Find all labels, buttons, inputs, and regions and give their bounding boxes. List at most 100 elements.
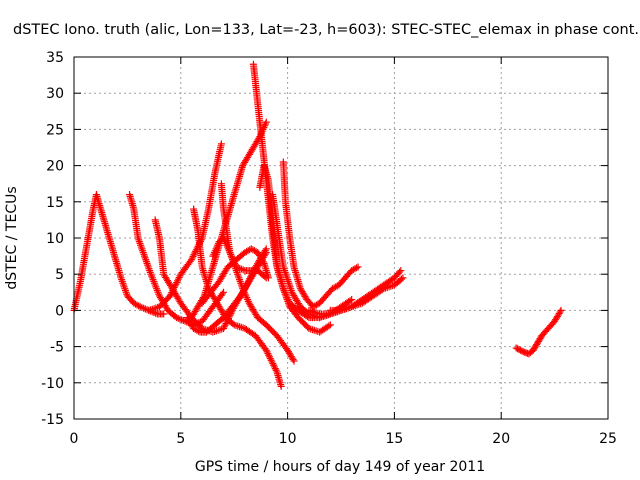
data-point — [168, 289, 176, 297]
chart-title: dSTEC Iono. truth (alic, Lon=133, Lat=-2… — [13, 22, 639, 38]
data-point — [397, 267, 405, 275]
series-13 — [279, 158, 362, 311]
series-4 — [187, 118, 270, 322]
data-point — [218, 290, 226, 298]
data-point — [170, 284, 178, 292]
data-point — [286, 283, 294, 291]
data-point — [194, 327, 202, 335]
y-tick-label: 20 — [46, 159, 64, 175]
x-tick-label: 5 — [176, 431, 185, 447]
data-point — [557, 306, 565, 314]
data-point — [268, 358, 276, 366]
data-point — [282, 270, 290, 278]
data-point — [281, 268, 289, 276]
data-point — [266, 353, 274, 361]
data-point — [217, 140, 225, 148]
series-3 — [145, 140, 225, 314]
data-point — [220, 288, 228, 296]
data-point — [136, 303, 144, 311]
series-8 — [217, 180, 270, 282]
data-point — [188, 254, 196, 262]
data-point — [175, 274, 183, 282]
data-point — [283, 274, 291, 282]
data-point — [326, 321, 334, 329]
y-tick-label: -15 — [41, 412, 64, 428]
series-0 — [70, 191, 168, 318]
x-tick-label: 15 — [385, 431, 403, 447]
y-tick-label: -10 — [41, 376, 64, 392]
y-tick-label: 30 — [46, 86, 64, 102]
data-point — [187, 256, 195, 264]
data-point — [270, 363, 278, 371]
data-point — [267, 356, 275, 364]
data-point — [264, 274, 272, 282]
data-point — [310, 326, 318, 334]
x-tick-label: 0 — [70, 431, 79, 447]
data-point — [169, 285, 177, 293]
data-point — [262, 248, 270, 256]
data-point — [284, 277, 292, 285]
data-point — [174, 277, 182, 285]
data-points — [70, 60, 565, 390]
data-point — [173, 279, 181, 287]
data-point — [280, 265, 288, 273]
data-point — [169, 287, 177, 295]
x-tick-label: 25 — [599, 431, 617, 447]
data-point — [348, 296, 356, 304]
data-point — [378, 286, 386, 294]
data-point — [290, 357, 298, 365]
data-point — [269, 360, 277, 368]
data-point — [135, 302, 143, 310]
data-point — [270, 361, 278, 369]
data-point — [266, 355, 274, 363]
data-point — [138, 304, 146, 312]
data-point — [399, 274, 407, 282]
series-12 — [269, 191, 356, 322]
data-point — [173, 314, 181, 322]
data-point — [259, 258, 267, 266]
data-point — [171, 282, 179, 290]
tick-labels: 0 5 10 15 20 25 -15 -10 -5 0 5 10 15 20 25 30 35 — [41, 50, 617, 447]
y-axis-label: dSTEC / TECUs — [4, 186, 20, 289]
data-point — [166, 292, 174, 300]
data-point — [178, 316, 186, 324]
data-point — [232, 263, 240, 271]
data-point — [277, 382, 285, 390]
data-point — [556, 308, 564, 316]
data-point — [312, 301, 320, 309]
data-point — [239, 266, 247, 274]
data-point — [332, 283, 340, 291]
x-tick-label: 10 — [279, 431, 297, 447]
x-tick-label: 20 — [492, 431, 510, 447]
data-point — [264, 350, 272, 358]
y-tick-label: 35 — [46, 50, 64, 66]
data-point — [284, 276, 292, 284]
data-point — [272, 366, 280, 374]
data-point — [262, 346, 270, 354]
data-point — [352, 264, 360, 272]
data-point — [281, 267, 289, 275]
data-point — [262, 118, 270, 126]
data-point — [160, 310, 168, 318]
series-9 — [198, 245, 272, 307]
data-point — [250, 247, 258, 255]
data-point — [285, 279, 293, 287]
data-point — [220, 323, 228, 331]
data-point — [220, 325, 228, 332]
data-point — [236, 264, 244, 272]
data-point — [263, 348, 271, 356]
data-point — [141, 305, 149, 313]
data-point — [285, 281, 293, 289]
data-point — [167, 290, 175, 298]
data-point — [271, 365, 279, 373]
series-15 — [326, 274, 407, 314]
y-tick-label: 15 — [46, 195, 64, 211]
x-axis-label: GPS time / hours of day 149 of year 2011 — [195, 459, 485, 475]
series-16 — [512, 306, 565, 358]
data-point — [190, 251, 198, 259]
data-point — [396, 268, 404, 276]
data-point — [189, 252, 197, 260]
data-point — [398, 275, 406, 283]
data-point — [325, 322, 333, 330]
